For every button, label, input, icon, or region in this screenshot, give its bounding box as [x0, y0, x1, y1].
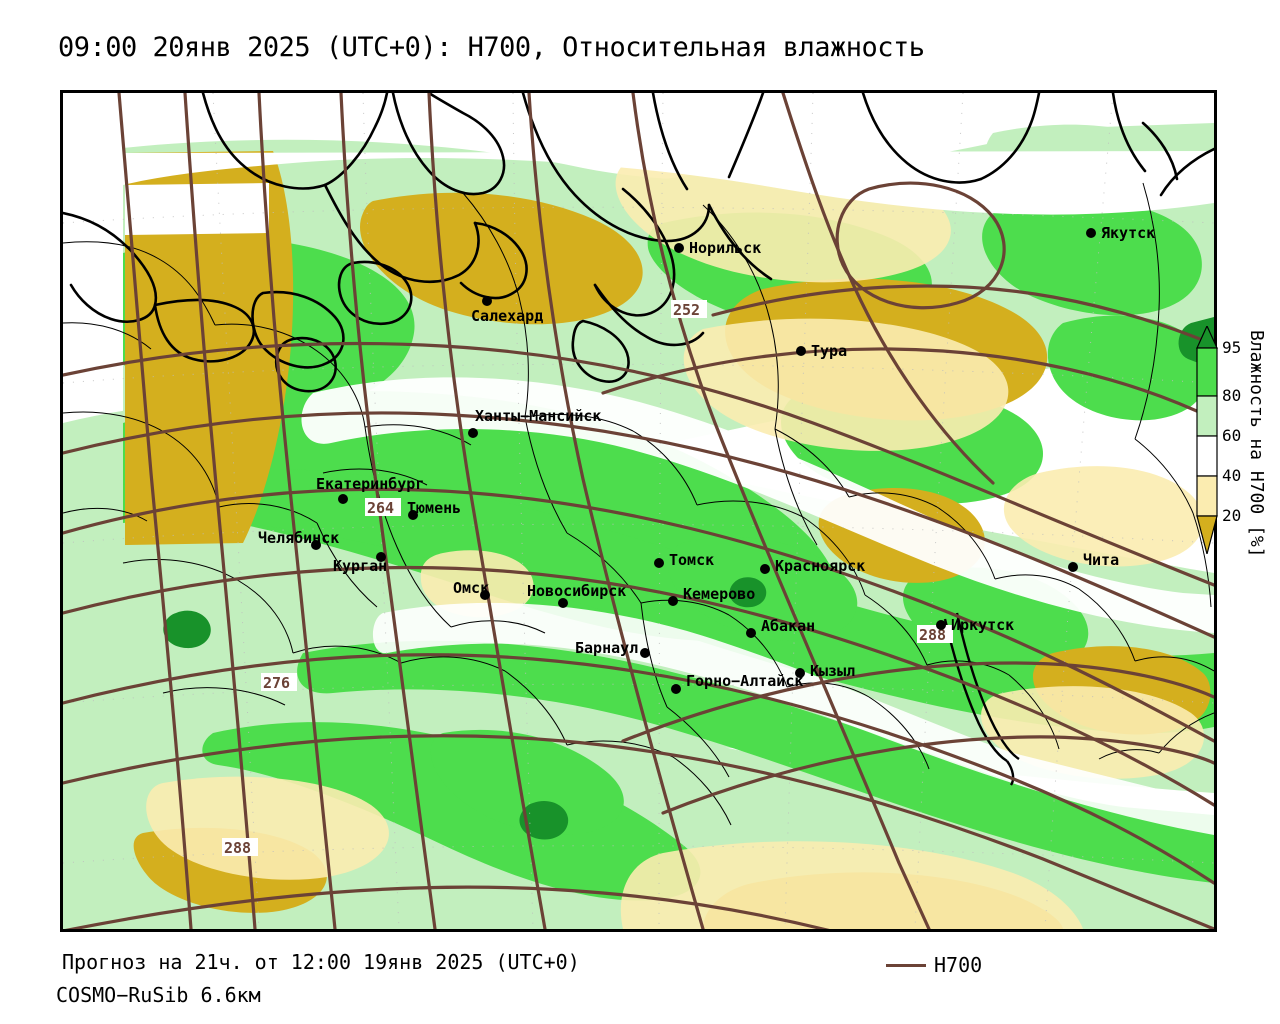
contour-label: 288: [917, 625, 953, 644]
contour-label-text: 264: [367, 499, 394, 517]
colorbar-band-below20: [1196, 515, 1218, 557]
station-marker: Горно−Алтайск: [671, 672, 803, 694]
map-plot-area: 252 264 276 288 288: [60, 90, 1217, 932]
station-label: Иркутск: [951, 616, 1014, 634]
station-marker: Новосибирск: [527, 582, 626, 608]
station-label: Якутск: [1101, 224, 1155, 242]
colorbar-tick: 95: [1222, 338, 1242, 357]
forecast-info: Прогноз на 21ч. от 12:00 19янв 2025 (UTC…: [62, 950, 580, 974]
contour-label-text: 276: [263, 674, 290, 692]
station-marker: Тура: [796, 342, 847, 360]
station-label: Абакан: [761, 617, 815, 635]
colorbar-tick: 40: [1222, 466, 1242, 485]
h700-legend: H700: [886, 953, 982, 977]
station-marker: Красноярск: [760, 557, 865, 575]
h700-legend-label: H700: [934, 953, 983, 977]
colorbar-svg: [1196, 324, 1218, 557]
contour-label-text: 252: [673, 301, 700, 319]
station-marker: Томск: [654, 551, 714, 569]
humidity-shading-layer: [63, 123, 1214, 929]
coastline-layer: [63, 93, 1214, 393]
colorbar-tick: 60: [1222, 426, 1242, 445]
h700-legend-swatch: [886, 963, 926, 967]
weather-map: 252 264 276 288 288: [63, 93, 1214, 929]
station-label: Барнаул: [575, 639, 638, 657]
model-name: COSMO−RuSib 6.6км: [56, 983, 261, 1007]
colorbar-tick-labels: 95 80 60 40 20: [1222, 326, 1256, 554]
station-marker: Абакан: [746, 617, 815, 638]
contour-label-text: 288: [224, 839, 251, 857]
colorbar-band-20-40: [1196, 475, 1218, 517]
station-marker: Иркутск: [936, 616, 1014, 634]
station-label: Челябинск: [258, 529, 339, 547]
station-marker: Кызыл: [795, 662, 855, 680]
station-label: Омск: [453, 579, 489, 597]
station-label: Чита: [1083, 551, 1119, 569]
colorbar-axis-title: Влажность на H700 [%]: [1246, 330, 1267, 558]
station-marker: Омск: [453, 579, 490, 600]
station-label: Красноярск: [775, 557, 865, 575]
station-marker: Чита: [1068, 551, 1119, 572]
page-title: 09:00 20янв 2025 (UTC+0): H700, Относите…: [58, 32, 925, 63]
station-label: Тура: [811, 342, 847, 360]
h700-contour-layer: [63, 93, 1214, 929]
station-label: Екатеринбург: [316, 475, 424, 493]
station-marker: Курган: [333, 552, 387, 575]
colorbar-band-40-60: [1196, 435, 1218, 477]
colorbar-band-60-80: [1196, 395, 1218, 437]
station-layer: Якутск Норильск Салехард Тура Ханты−Манс…: [258, 224, 1155, 694]
station-label: Горно−Алтайск: [686, 672, 803, 690]
colorbar: [1196, 324, 1220, 557]
contour-label: 264: [365, 498, 401, 517]
station-label: Кызыл: [810, 662, 855, 680]
station-label: Новосибирск: [527, 582, 626, 600]
station-marker: Ханты−Мансийск: [468, 407, 601, 438]
station-marker: Челябинск: [258, 529, 339, 550]
station-marker: Кемерово: [668, 585, 755, 606]
station-marker: Тюмень: [407, 499, 461, 520]
colorbar-tick: 80: [1222, 386, 1242, 405]
contour-label: 276: [261, 673, 297, 692]
contour-label: 288: [222, 838, 258, 857]
colorbar-tick: 20: [1222, 506, 1242, 525]
station-label: Курган: [333, 557, 387, 575]
contour-label-text: 288: [919, 626, 946, 644]
station-marker: Екатеринбург: [316, 475, 424, 504]
humidity-band-white: [123, 151, 1214, 835]
station-label: Ханты−Мансийск: [475, 407, 601, 425]
contour-label-group: 252 264 276 288 288: [222, 300, 953, 857]
station-label: Тюмень: [407, 499, 461, 517]
contour-label: 252: [671, 300, 707, 319]
station-label: Томск: [669, 551, 714, 569]
station-marker: Салехард: [471, 296, 543, 325]
station-marker: Якутск: [1086, 224, 1155, 242]
station-marker: Норильск: [674, 239, 761, 257]
station-marker: Барнаул: [575, 639, 650, 658]
lake-layer: [943, 612, 1020, 786]
graticule-layer: [63, 93, 1214, 929]
station-label: Норильск: [689, 239, 761, 257]
station-label: Кемерово: [683, 585, 755, 603]
station-label: Салехард: [471, 307, 543, 325]
title-text: 09:00 20янв 2025 (UTC+0): H700, Относите…: [58, 32, 925, 63]
